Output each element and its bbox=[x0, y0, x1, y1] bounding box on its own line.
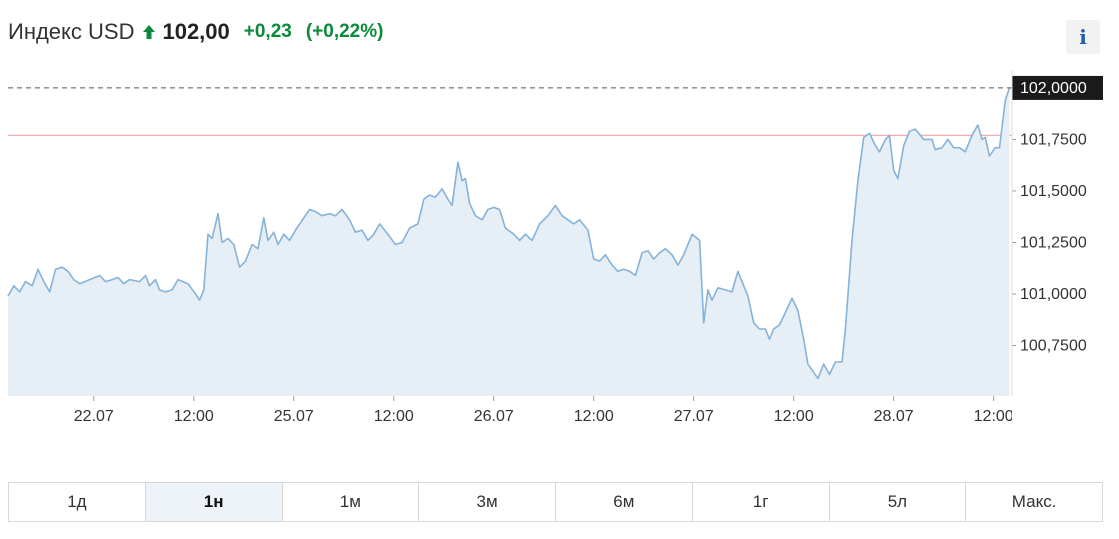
up-arrow-icon bbox=[143, 25, 156, 39]
y-tick-label: 101,2500 bbox=[1020, 235, 1087, 252]
y-tick-label: 100,7500 bbox=[1020, 338, 1087, 355]
x-tick-label: 25.07 bbox=[274, 408, 314, 425]
change: +0,23 bbox=[243, 21, 292, 42]
range-button[interactable]: Макс. bbox=[1011, 492, 1057, 511]
y-tick-label: 101,5000 bbox=[1020, 183, 1087, 200]
last-price-box bbox=[1012, 75, 1103, 100]
header: Индекс USD 102,00 +0,23 (+0,22%) bbox=[8, 16, 383, 48]
x-tick-label: 26.07 bbox=[474, 408, 514, 425]
range-button[interactable]: 1м bbox=[283, 483, 420, 521]
chart: Investing.com 102,0000100,7500101,000010… bbox=[7, 70, 1103, 425]
y-tick-label: 101,0000 bbox=[1020, 286, 1087, 303]
range-button[interactable]: 1н bbox=[145, 483, 283, 521]
range-button[interactable]: 6м bbox=[556, 483, 693, 521]
range-selector: 1д 1н 1м 3м 6м 1г 5л Макс. bbox=[8, 482, 1103, 522]
x-tick-label: 12:00 bbox=[774, 408, 814, 425]
range-button[interactable]: 1д bbox=[9, 483, 146, 521]
range-button[interactable]: 1г bbox=[693, 483, 830, 521]
x-tick-label: 22.07 bbox=[74, 408, 114, 425]
area-fill bbox=[8, 87, 1010, 397]
x-tick-label: 12:00 bbox=[574, 408, 614, 425]
range-button[interactable]: 3м bbox=[419, 483, 556, 521]
x-tick-label: 27.07 bbox=[674, 408, 714, 425]
y-tick-label: 101,7500 bbox=[1020, 132, 1087, 149]
price-line bbox=[7, 87, 1011, 380]
info-button[interactable]: i bbox=[1066, 20, 1100, 54]
title: Индекс USD bbox=[8, 19, 135, 44]
range-button[interactable]: 5л bbox=[830, 483, 967, 521]
last-price-label: 102,0000 bbox=[1020, 80, 1087, 97]
x-tick-label: 12:00 bbox=[974, 408, 1014, 425]
price: 102,00 bbox=[162, 19, 230, 44]
x-axis: 22.07 12:00 25.07 12:00 26.07 12:00 27.07 12:00… bbox=[74, 396, 1014, 425]
x-tick-label: 28.07 bbox=[874, 408, 914, 425]
x-tick-label: 12:00 bbox=[174, 408, 214, 425]
x-tick-label: 12:00 bbox=[374, 408, 414, 425]
change-percent: (+0,22%) bbox=[305, 21, 384, 42]
